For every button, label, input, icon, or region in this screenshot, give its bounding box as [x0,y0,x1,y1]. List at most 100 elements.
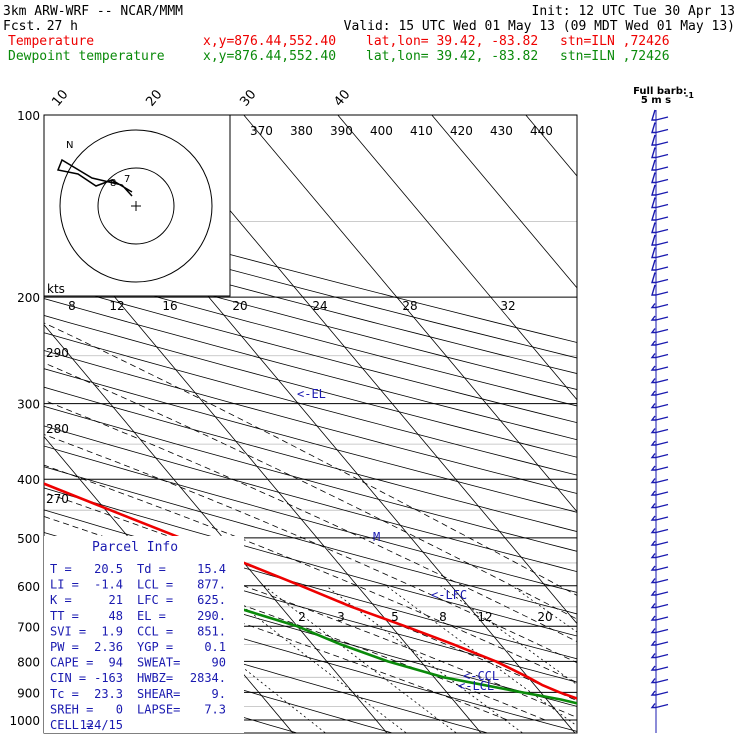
wind-barb-flag [655,528,669,534]
parcel-param-value: 90 [212,656,226,670]
moist-adiabat [44,322,577,596]
dewpoint-latlon: lat,lon= 39.42, -83.82 [366,49,538,64]
wind-barb [650,440,656,446]
parcel-param-value: 23.3 [94,687,123,701]
wind-barb [650,553,656,559]
parcel-param-label: SVI = [50,624,86,638]
wind-barb-flag [655,178,669,184]
dry-adiabat [44,487,577,637]
pressure-tick-label: 700 [17,620,40,634]
hodograph-ring [59,129,213,283]
wind-barb-flag [655,703,669,709]
wind-barb [650,328,656,334]
wind-barb-flag [655,603,669,609]
parcel-param-label: LFC = [137,593,173,607]
wind-barb [650,428,656,434]
wind-barb-flag [655,278,669,284]
wind-barb [650,503,656,509]
pressure-tick-label: 600 [17,580,40,594]
wind-barb-flag [655,591,669,596]
wind-legend-title: Full barb: [633,86,687,97]
temperature-legend: Temperature [8,34,94,49]
plot-frame [43,114,578,734]
pressure-tick-label: 200 [17,291,40,305]
wind-barb-flag [655,641,669,646]
wind-barb-flag [655,266,669,271]
wind-barbs [650,109,669,733]
mixing-ratio-label: 3 [337,610,345,624]
wind-barb-flag [655,566,669,571]
wind-barb-flag [655,116,669,121]
wind-barb [651,134,656,146]
sounding-annotation: M [373,530,380,544]
mixing-ratio-line [385,585,577,727]
dry-adiabat [44,332,577,476]
dewpoint-station: stn=ILN ,72426 [560,49,670,64]
wind-barb [650,640,656,646]
wind-barb [651,247,656,259]
wind-barb-flag [655,128,669,134]
parcel-param-label: SREH = [50,702,93,716]
wind-barb [650,590,656,596]
isotherm-line [243,115,577,513]
wind-barb [650,578,656,584]
parcel-param-value: 21 [109,593,123,607]
wind-barb [650,653,656,659]
forecast-label: Fcst. [3,19,42,34]
wind-barb [651,122,656,134]
pressure-tick-label: 100 [17,109,40,123]
wind-barb [650,403,656,409]
moist-adiabat [44,556,508,721]
mixing-ratio-label: 20 [537,610,552,624]
dry-adiabat-label: 400 [370,124,393,138]
wind-barb [650,665,656,671]
moist-adiabat [44,399,577,643]
parcel-param-value: -163 [94,671,123,685]
parcel-param-label: LCL = [137,578,173,592]
temperature-xy: x,y=876.44,552.40 [203,34,336,49]
mixing-ratio-line [325,585,523,733]
parcel-info-title: Parcel Info [92,540,178,555]
parcel-param-label: TT = [50,609,79,623]
wind-barb [651,259,656,271]
dry-adiabat-label: 410 [410,124,433,138]
hodograph-speed-label: 16 [162,299,177,313]
pressure-tick-label: 500 [17,532,40,546]
wind-barb-flag [655,291,669,296]
pressure-tick-label: 900 [17,686,40,700]
dry-adiabat-label: 380 [290,124,313,138]
parcel-param-value: 625. [197,593,226,607]
wind-barb-flag [655,578,669,584]
wind-barb-flag [655,228,669,234]
hodograph-speed-label: 28 [402,299,417,313]
dry-adiabat [44,604,487,733]
wind-barb [650,690,656,696]
wind-barb-flag [655,516,669,521]
wind-barb-flag [655,141,669,146]
wind-barb [651,147,656,159]
wind-barb [650,390,656,396]
parcel-param-value: 2834. [190,671,226,685]
init-time: Init: 12 UTC Tue 30 Apr 13 [532,4,736,19]
wind-barb-flag [655,366,669,371]
parcel-param-label: HWBZ= [137,671,173,685]
hodograph-speed-label: 20 [232,299,247,313]
moist-adiabat [44,434,577,664]
dry-adiabat [44,234,577,374]
parcel-param-value: 124/15 [80,718,123,732]
wind-barb [650,490,656,496]
wind-barb [650,615,656,621]
wind-barb-flag [655,553,669,559]
wind-barb-flag [655,153,669,159]
parcel-param-label: LI = [50,578,79,592]
parcel-param-value: 290. [197,609,226,623]
wind-barb-flag [655,378,669,384]
wind-barb-flag [655,341,669,346]
wind-barb-flag [655,166,669,171]
wind-barb-flag [655,691,669,696]
wind-barb-flag [655,403,669,409]
wind-barb [650,453,656,459]
wind-barb [650,365,656,371]
